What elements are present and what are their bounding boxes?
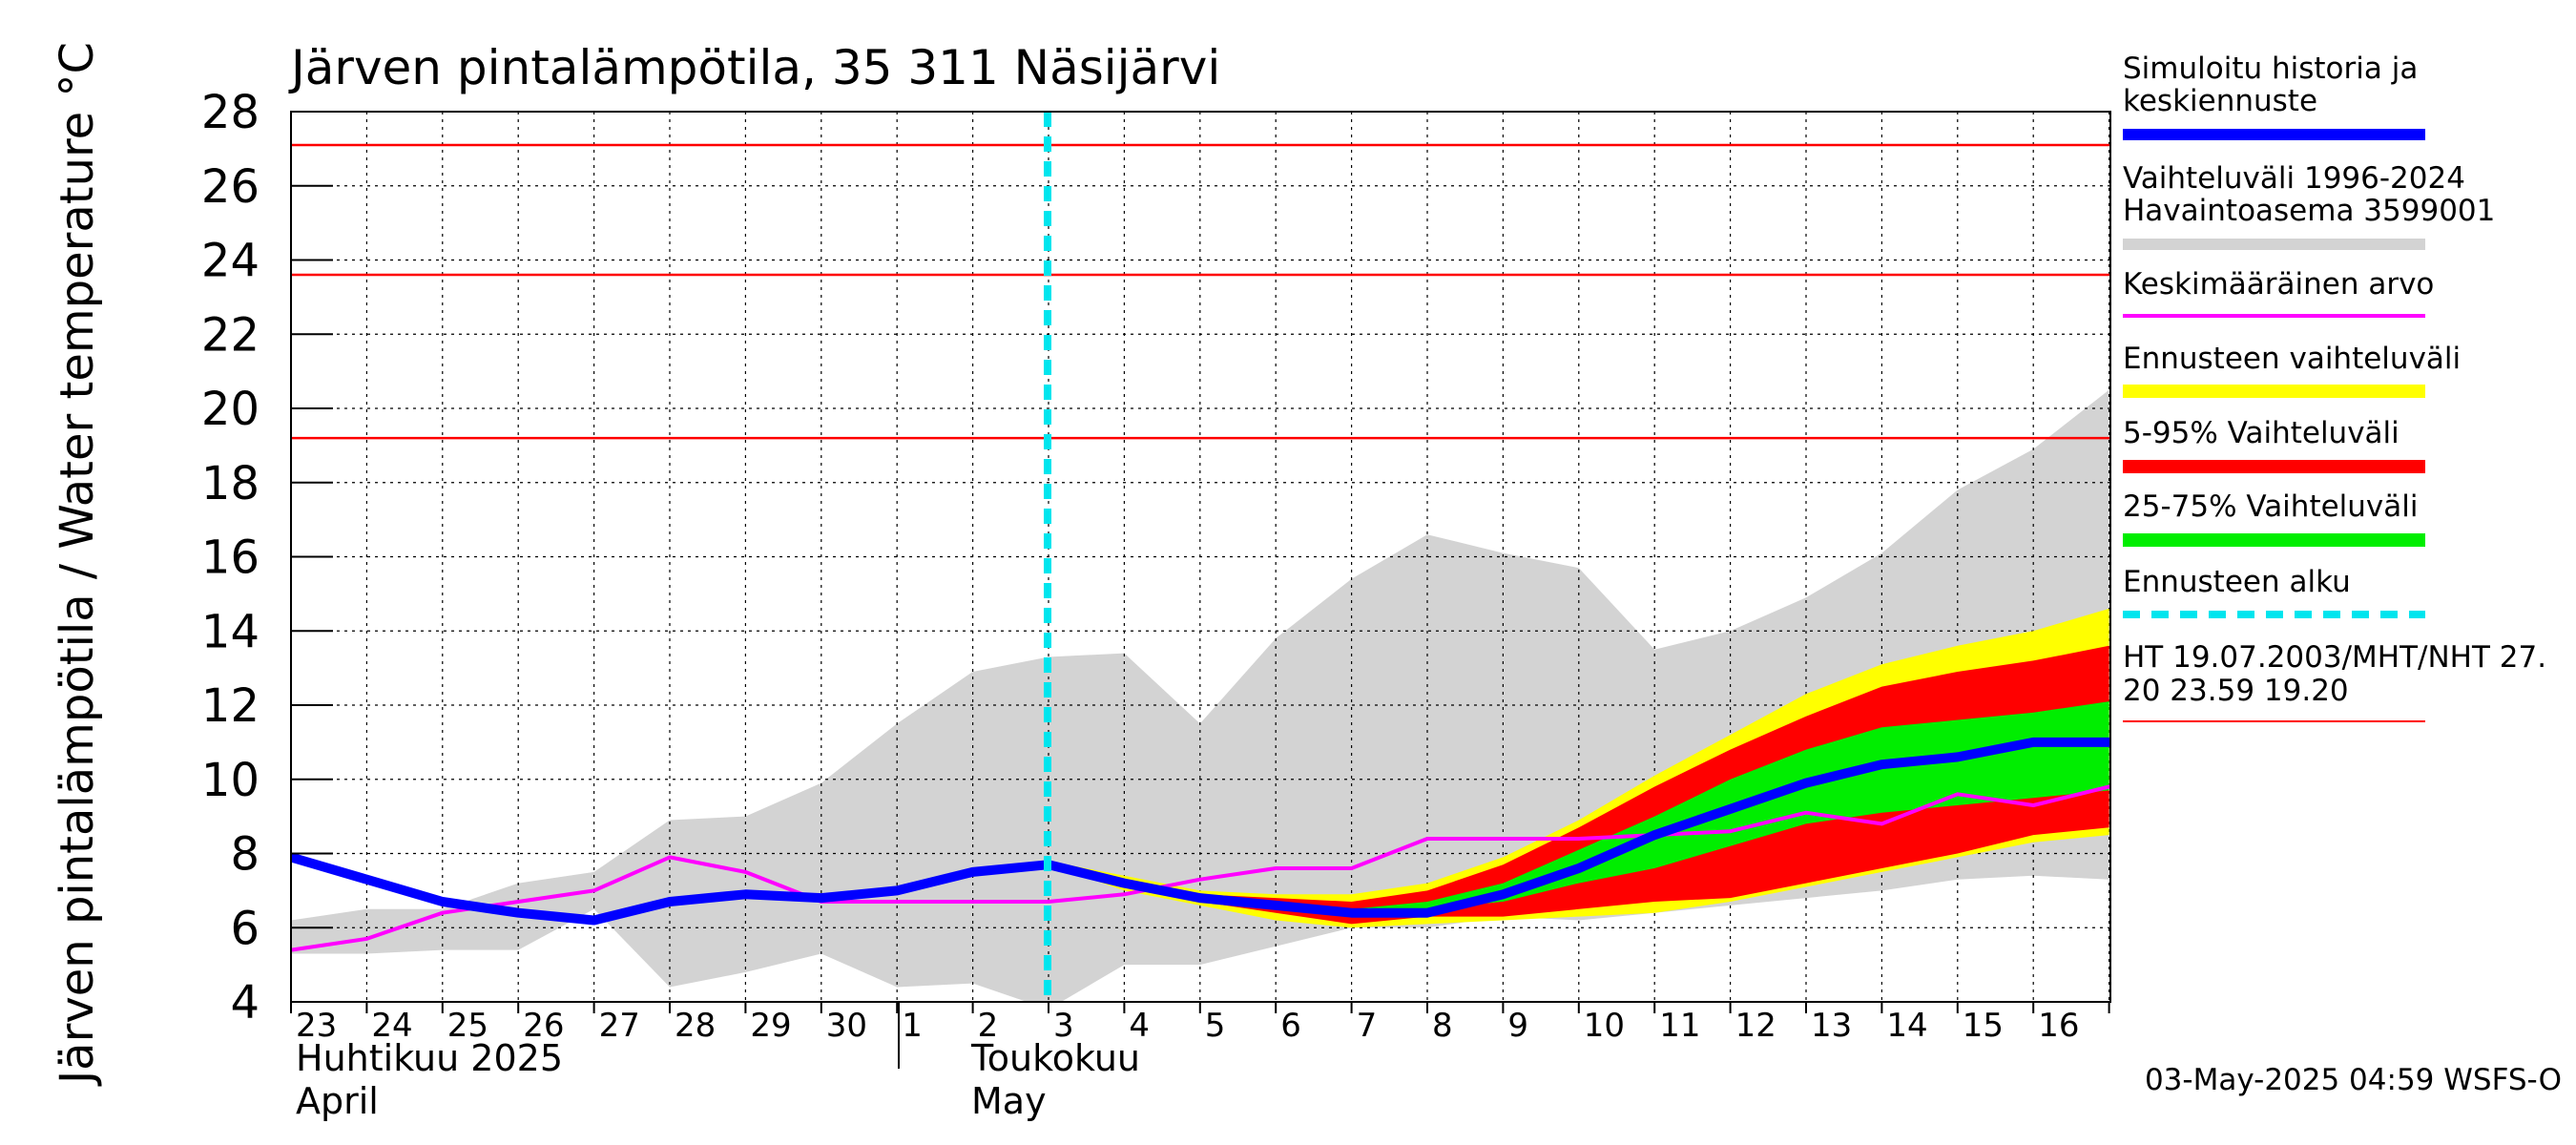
legend-5-95-label: 5-95% Vaihteluväli [2123,416,2399,450]
y-tick-label: 6 [230,902,260,955]
x-tick-label: 25 [447,1007,488,1045]
x-tick-label: 26 [523,1007,564,1045]
y-tick-label: 20 [201,383,260,436]
x-tick-label: 16 [2038,1007,2079,1045]
x-tick-label: 15 [1963,1007,2004,1045]
y-tick-label: 24 [201,235,260,288]
x-tick-label: 12 [1735,1007,1776,1045]
footer-timestamp: 03-May-2025 04:59 WSFS-O [2145,1063,2562,1097]
y-axis-label: Järven pintalämpötila / Water temperatur… [51,42,104,1087]
x-tick-label: 5 [1205,1007,1226,1045]
x-tick-label: 29 [750,1007,791,1045]
x-tick-label: 10 [1584,1007,1625,1045]
plot-area [291,112,2110,1002]
x-tick-label: 6 [1280,1007,1301,1045]
y-tick-label: 22 [201,308,260,362]
y-tick-label: 28 [201,86,260,139]
y-tick-label: 12 [201,679,260,733]
legend-simulated-label-2: keskiennuste [2123,84,2317,118]
x-tick-label: 9 [1507,1007,1528,1045]
simulated-series-line [291,737,2110,926]
legend-threshold-label-2: 20 23.59 19.20 [2123,674,2349,708]
range-25-75-band [1049,701,2109,917]
x-tick-label: 13 [1811,1007,1852,1045]
y-tick-label: 14 [201,605,260,658]
month-label-april-en: April [296,1080,379,1122]
x-tick-label: 27 [599,1007,640,1045]
x-tick-label: 30 [826,1007,867,1045]
y-tick-label: 26 [201,160,260,214]
legend-historical-label-2: Havaintoasema 3599001 [2123,194,2495,228]
legend-forecast-range-label: Ennusteen vaihteluväli [2123,342,2461,376]
legend-threshold-label-1: HT 19.07.2003/MHT/NHT 27. [2123,640,2546,675]
legend-25-75-label: 25-75% Vaihteluväli [2123,489,2419,524]
legend-historical-label-1: Vaihteluväli 1996-2024 [2123,161,2465,196]
x-tick-label: 14 [1886,1007,1927,1045]
chart-title: Järven pintalämpötila, 35 311 Näsijärvi [288,40,1220,95]
legend-forecast-start-label: Ennusteen alku [2123,565,2351,599]
x-tick-label: 28 [675,1007,716,1045]
x-tick-label: 2 [978,1007,999,1045]
x-tick-label: 8 [1432,1007,1453,1045]
x-tick-label: 23 [296,1007,337,1045]
x-axis: 23 24 25 26 27 28 29 30 1 2 3 4 5 6 7 8 9 10 11 12 13 14 15 16 [290,1002,2110,1045]
legend: Simuloitu historia ja keskiennuste Vaiht… [2123,52,2546,722]
x-tick-label: 11 [1659,1007,1700,1045]
x-tick-label: 24 [371,1007,412,1045]
y-tick-label: 4 [230,976,260,1030]
month-label-may-en: May [971,1080,1047,1122]
x-tick-label: 1 [902,1007,923,1045]
mean-series-line [291,784,2110,952]
x-tick-label: 3 [1053,1007,1074,1045]
month-label-april-fi: Huhtikuu 2025 [296,1037,563,1079]
x-tick-label: 7 [1357,1007,1378,1045]
y-tick-label: 10 [201,754,260,807]
y-tick-label: 16 [201,531,260,585]
legend-mean-label: Keskimääräinen arvo [2123,267,2434,302]
y-axis: 4 6 8 10 12 14 16 18 20 22 24 26 28 [201,86,333,1030]
month-label-may-fi: Toukokuu [970,1037,1140,1079]
x-tick-label: 4 [1129,1007,1150,1045]
y-tick-label: 18 [201,457,260,510]
range-5-95-band [1049,645,2109,925]
y-tick-label: 8 [230,828,260,882]
legend-simulated-label-1: Simuloitu historia ja [2123,52,2418,86]
